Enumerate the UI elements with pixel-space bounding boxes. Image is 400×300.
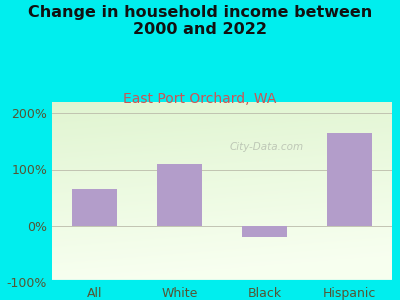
- Text: East Port Orchard, WA: East Port Orchard, WA: [123, 92, 277, 106]
- Text: Change in household income between
2000 and 2022: Change in household income between 2000 …: [28, 4, 372, 37]
- Text: City-Data.com: City-Data.com: [229, 142, 303, 152]
- Bar: [242, 226, 286, 237]
- Bar: [327, 133, 372, 226]
- Bar: [158, 164, 202, 226]
- Bar: [72, 189, 117, 226]
